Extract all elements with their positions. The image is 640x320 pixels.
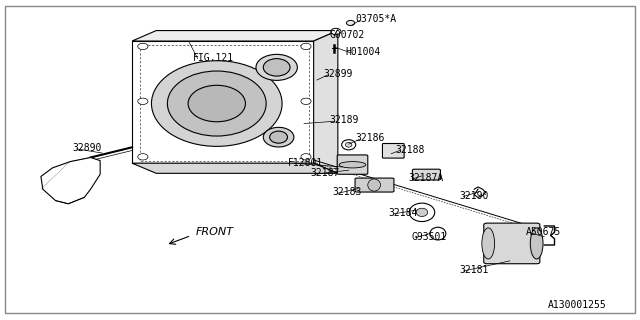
Ellipse shape [531,228,543,259]
Text: 32187: 32187 [310,168,340,178]
Ellipse shape [301,154,311,160]
Text: FRONT: FRONT [196,227,234,237]
Polygon shape [314,31,338,173]
Polygon shape [132,163,338,173]
Ellipse shape [331,28,341,35]
Ellipse shape [188,85,246,122]
Text: 32183: 32183 [333,187,362,197]
Text: 03705*A: 03705*A [355,14,396,24]
Polygon shape [41,157,100,204]
Ellipse shape [409,203,435,221]
Ellipse shape [138,43,148,50]
Ellipse shape [256,54,298,80]
Ellipse shape [168,71,266,136]
Text: 32899: 32899 [323,69,353,79]
Text: 32186: 32186 [355,133,385,143]
Ellipse shape [342,140,356,150]
Ellipse shape [138,154,148,160]
Ellipse shape [138,98,148,105]
Text: 32189: 32189 [330,115,359,125]
Ellipse shape [263,127,294,147]
Text: H01004: H01004 [346,47,381,57]
Ellipse shape [416,208,428,216]
Ellipse shape [263,59,290,76]
Ellipse shape [482,228,495,259]
FancyBboxPatch shape [337,155,368,174]
Ellipse shape [346,142,352,147]
Text: G00702: G00702 [330,30,365,40]
Polygon shape [132,31,338,41]
Ellipse shape [301,43,311,50]
Ellipse shape [346,20,355,26]
Text: 32187A: 32187A [408,173,443,183]
FancyBboxPatch shape [355,178,394,192]
Ellipse shape [269,131,287,143]
Ellipse shape [152,61,282,146]
Ellipse shape [368,179,381,191]
Text: F12801: F12801 [288,157,323,168]
FancyBboxPatch shape [484,223,540,264]
Text: 32890: 32890 [73,143,102,153]
Ellipse shape [339,162,366,168]
FancyBboxPatch shape [412,169,440,180]
Ellipse shape [430,227,446,240]
Text: A130001255: A130001255 [548,300,607,310]
Text: FIG.121: FIG.121 [193,53,234,63]
Polygon shape [132,41,314,163]
Text: A50675: A50675 [526,227,561,237]
Text: 32184: 32184 [389,208,418,218]
FancyBboxPatch shape [383,143,404,158]
Ellipse shape [301,98,311,105]
Text: 32188: 32188 [395,145,424,155]
Text: 32190: 32190 [459,190,488,201]
Text: 32181: 32181 [459,265,488,276]
Text: G93501: G93501 [411,232,446,242]
